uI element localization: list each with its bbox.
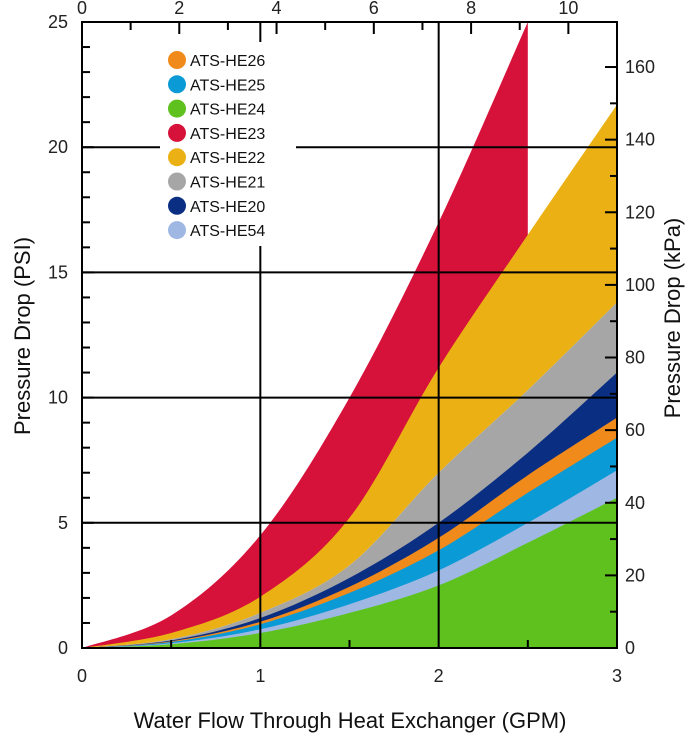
y-tick-label-right: 80 (625, 348, 645, 368)
legend-label: ATS-HE20 (190, 199, 265, 216)
y-tick-label-right: 140 (625, 130, 655, 150)
y-tick-label-left: 20 (48, 137, 68, 157)
legend-label: ATS-HE26 (190, 53, 265, 70)
y-tick-label-left: 15 (48, 262, 68, 282)
y-tick-label-right: 100 (625, 275, 655, 295)
y-tick-label-left: 25 (48, 12, 68, 32)
legend: ATS-HE26 ATS-HE25 ATS-HE24 ATS-HE23 ATS-HE22… (160, 42, 296, 246)
y-axis-title-left: Pressure Drop (PSI) (10, 237, 35, 435)
y-tick-label-left: 5 (58, 513, 68, 533)
legend-swatch (168, 172, 186, 191)
legend-label: ATS-HE24 (190, 102, 265, 119)
y-tick-label-right: 160 (625, 57, 655, 77)
legend-label: ATS-HE54 (190, 223, 265, 240)
area-ats-he54 (82, 470, 617, 648)
legend-swatch (168, 51, 186, 69)
x-tick-label-top: 0 (77, 0, 87, 18)
x-tick-label-bottom: 0 (77, 666, 87, 686)
axis-ticks (81, 21, 618, 649)
y-axis-title-right: Pressure Drop (kPa) (660, 218, 685, 419)
area-ats-he24 (82, 497, 617, 648)
legend-label: ATS-HE21 (190, 175, 265, 192)
y-tick-label-right: 40 (625, 493, 645, 513)
y-tick-label-left: 0 (58, 638, 68, 658)
legend-swatch (168, 75, 186, 94)
legend-swatch (168, 148, 186, 167)
y-tick-label-right: 60 (625, 420, 645, 440)
x-tick-label-top: 6 (369, 0, 379, 18)
x-tick-label-bottom: 1 (255, 666, 265, 686)
y-tick-label-left: 10 (48, 388, 68, 408)
y-tick-label-right: 120 (625, 202, 655, 222)
x-tick-label-bottom: 2 (434, 666, 444, 686)
legend-label: ATS-HE25 (190, 77, 265, 94)
legend-swatch (168, 123, 186, 142)
x-tick-label-top: 10 (558, 0, 578, 18)
x-tick-label-top: 8 (466, 0, 476, 18)
y-tick-label-right: 0 (625, 638, 635, 658)
legend-swatch (168, 221, 186, 240)
legend-swatch (168, 196, 186, 215)
legend-swatch (168, 99, 186, 118)
x-tick-label-top: 4 (272, 0, 282, 18)
legend-label: ATS-HE23 (190, 126, 265, 143)
y-tick-label-right: 20 (625, 565, 645, 585)
x-tick-label-top: 2 (174, 0, 184, 18)
area-ats-he22 (82, 104, 617, 649)
x-tick-label-bottom: 3 (612, 666, 622, 686)
legend-label: ATS-HE22 (190, 150, 265, 167)
x-axis-title: Water Flow Through Heat Exchanger (GPM) (134, 708, 567, 733)
